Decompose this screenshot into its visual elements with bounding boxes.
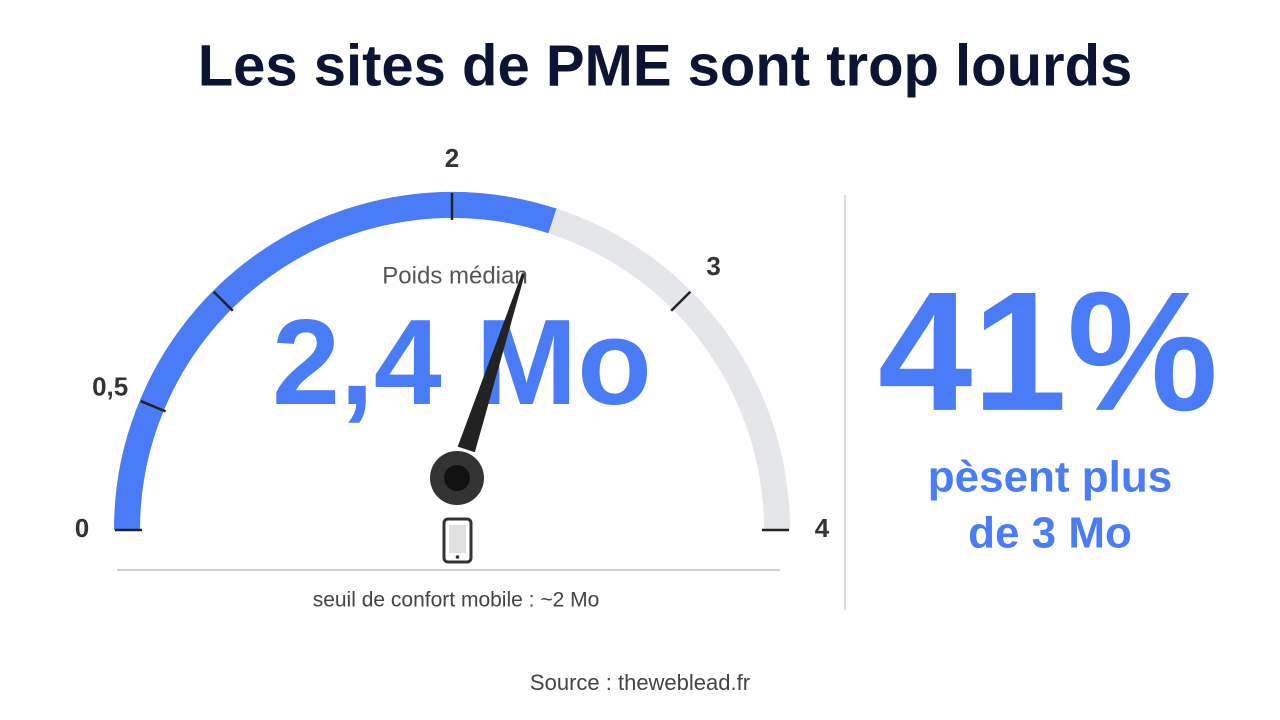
tick-mark [212, 290, 234, 312]
tick-label: 4 [815, 513, 830, 543]
tick-mark [140, 399, 167, 413]
stat-text: pèsent plus [928, 453, 1173, 502]
phone-icon [442, 517, 473, 564]
stat-text: de 3 Mo [968, 509, 1132, 558]
tick-mark [670, 290, 692, 312]
tick-label: 2 [445, 143, 459, 173]
tick-label: 0 [75, 513, 89, 543]
stat-value: 41% [878, 257, 1218, 447]
gauge-needle [457, 273, 525, 453]
annotation: seuil de confort mobile : ~2 Mo [313, 589, 600, 612]
tick-label: 0,5 [92, 371, 128, 401]
gauge-label: Poids médian [382, 262, 527, 289]
gauge-fill [114, 192, 557, 531]
gauge-value: 2,4 Mo [272, 294, 652, 430]
tick-label: 3 [706, 251, 720, 281]
source: Source : theweblead.fr [530, 670, 750, 695]
chart-title: Les sites de PME sont trop lourds [198, 33, 1133, 98]
needle-hub-inner [444, 465, 470, 491]
